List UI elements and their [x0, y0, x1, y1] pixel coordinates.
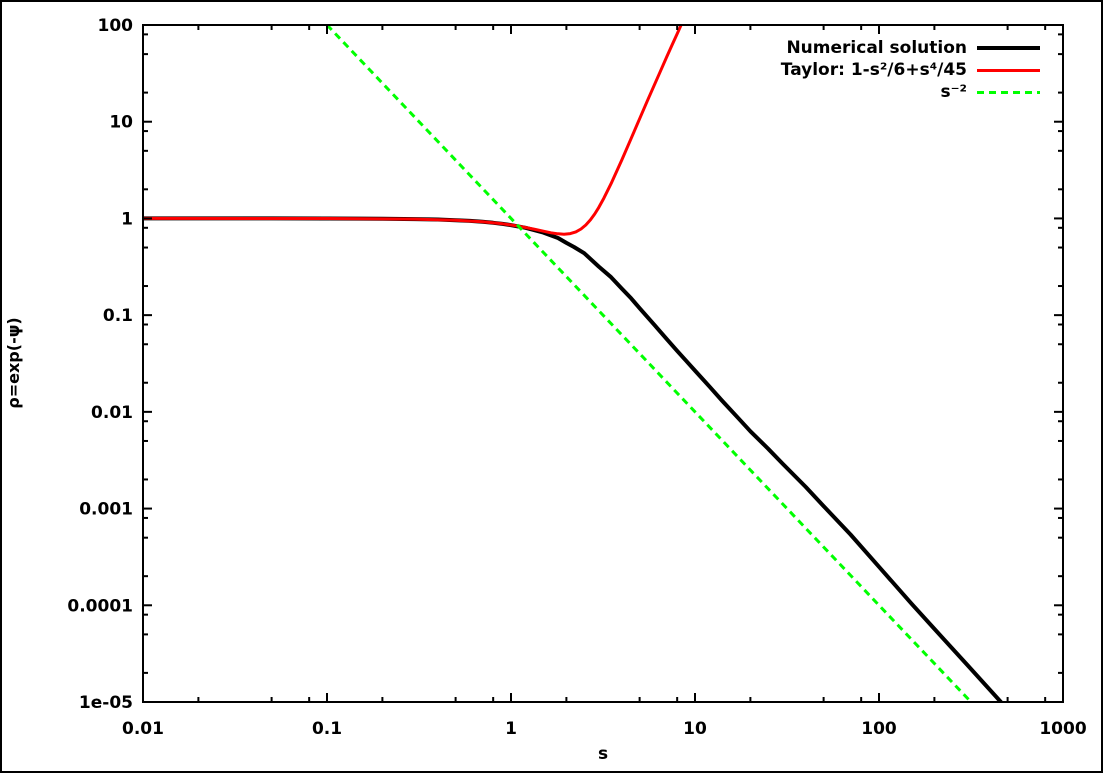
y-tick-label: 1: [121, 209, 133, 229]
y-tick-label: 100: [98, 16, 134, 36]
legend-label-s-minus-2: s⁻²: [940, 82, 967, 102]
y-tick-label: 0.1: [103, 306, 133, 326]
legend-item-taylor: Taylor: 1-s²/6+s⁴/45: [781, 59, 1040, 81]
x-tick-label: 100: [861, 719, 897, 739]
x-tick-label: 1000: [1039, 719, 1086, 739]
x-axis-label: s: [597, 744, 609, 764]
legend-item-numerical-solution: Numerical solution: [781, 37, 1040, 59]
series-curve-2: [324, 25, 974, 702]
series-curve-0: [143, 216, 1004, 702]
legend-sample-0: [977, 46, 1040, 50]
x-tick-label: 1: [505, 719, 517, 739]
legend-sample-2: [977, 90, 1040, 94]
y-tick-label: 0.001: [79, 500, 133, 520]
x-tick-label: 0.01: [122, 719, 164, 739]
legend-item-s-minus-2: s⁻²: [781, 81, 1040, 103]
x-tick-label: 0.1: [312, 719, 342, 739]
legend: Numerical solution Taylor: 1-s²/6+s⁴/45 …: [781, 37, 1040, 103]
legend-label-numerical-solution: Numerical solution: [786, 38, 967, 58]
legend-sample-1: [977, 68, 1040, 72]
series-curve-1: [143, 25, 683, 236]
y-axis-label: ρ=exp(-ψ): [4, 317, 23, 409]
plot-frame: [142, 24, 1064, 703]
y-tick-label: 10: [109, 113, 133, 133]
y-tick-label: 0.01: [91, 403, 133, 423]
legend-label-taylor: Taylor: 1-s²/6+s⁴/45: [780, 60, 967, 80]
y-tick-label: 0.0001: [67, 596, 133, 616]
x-tick-label: 10: [683, 719, 707, 739]
y-tick-label: 1e-05: [79, 693, 133, 713]
